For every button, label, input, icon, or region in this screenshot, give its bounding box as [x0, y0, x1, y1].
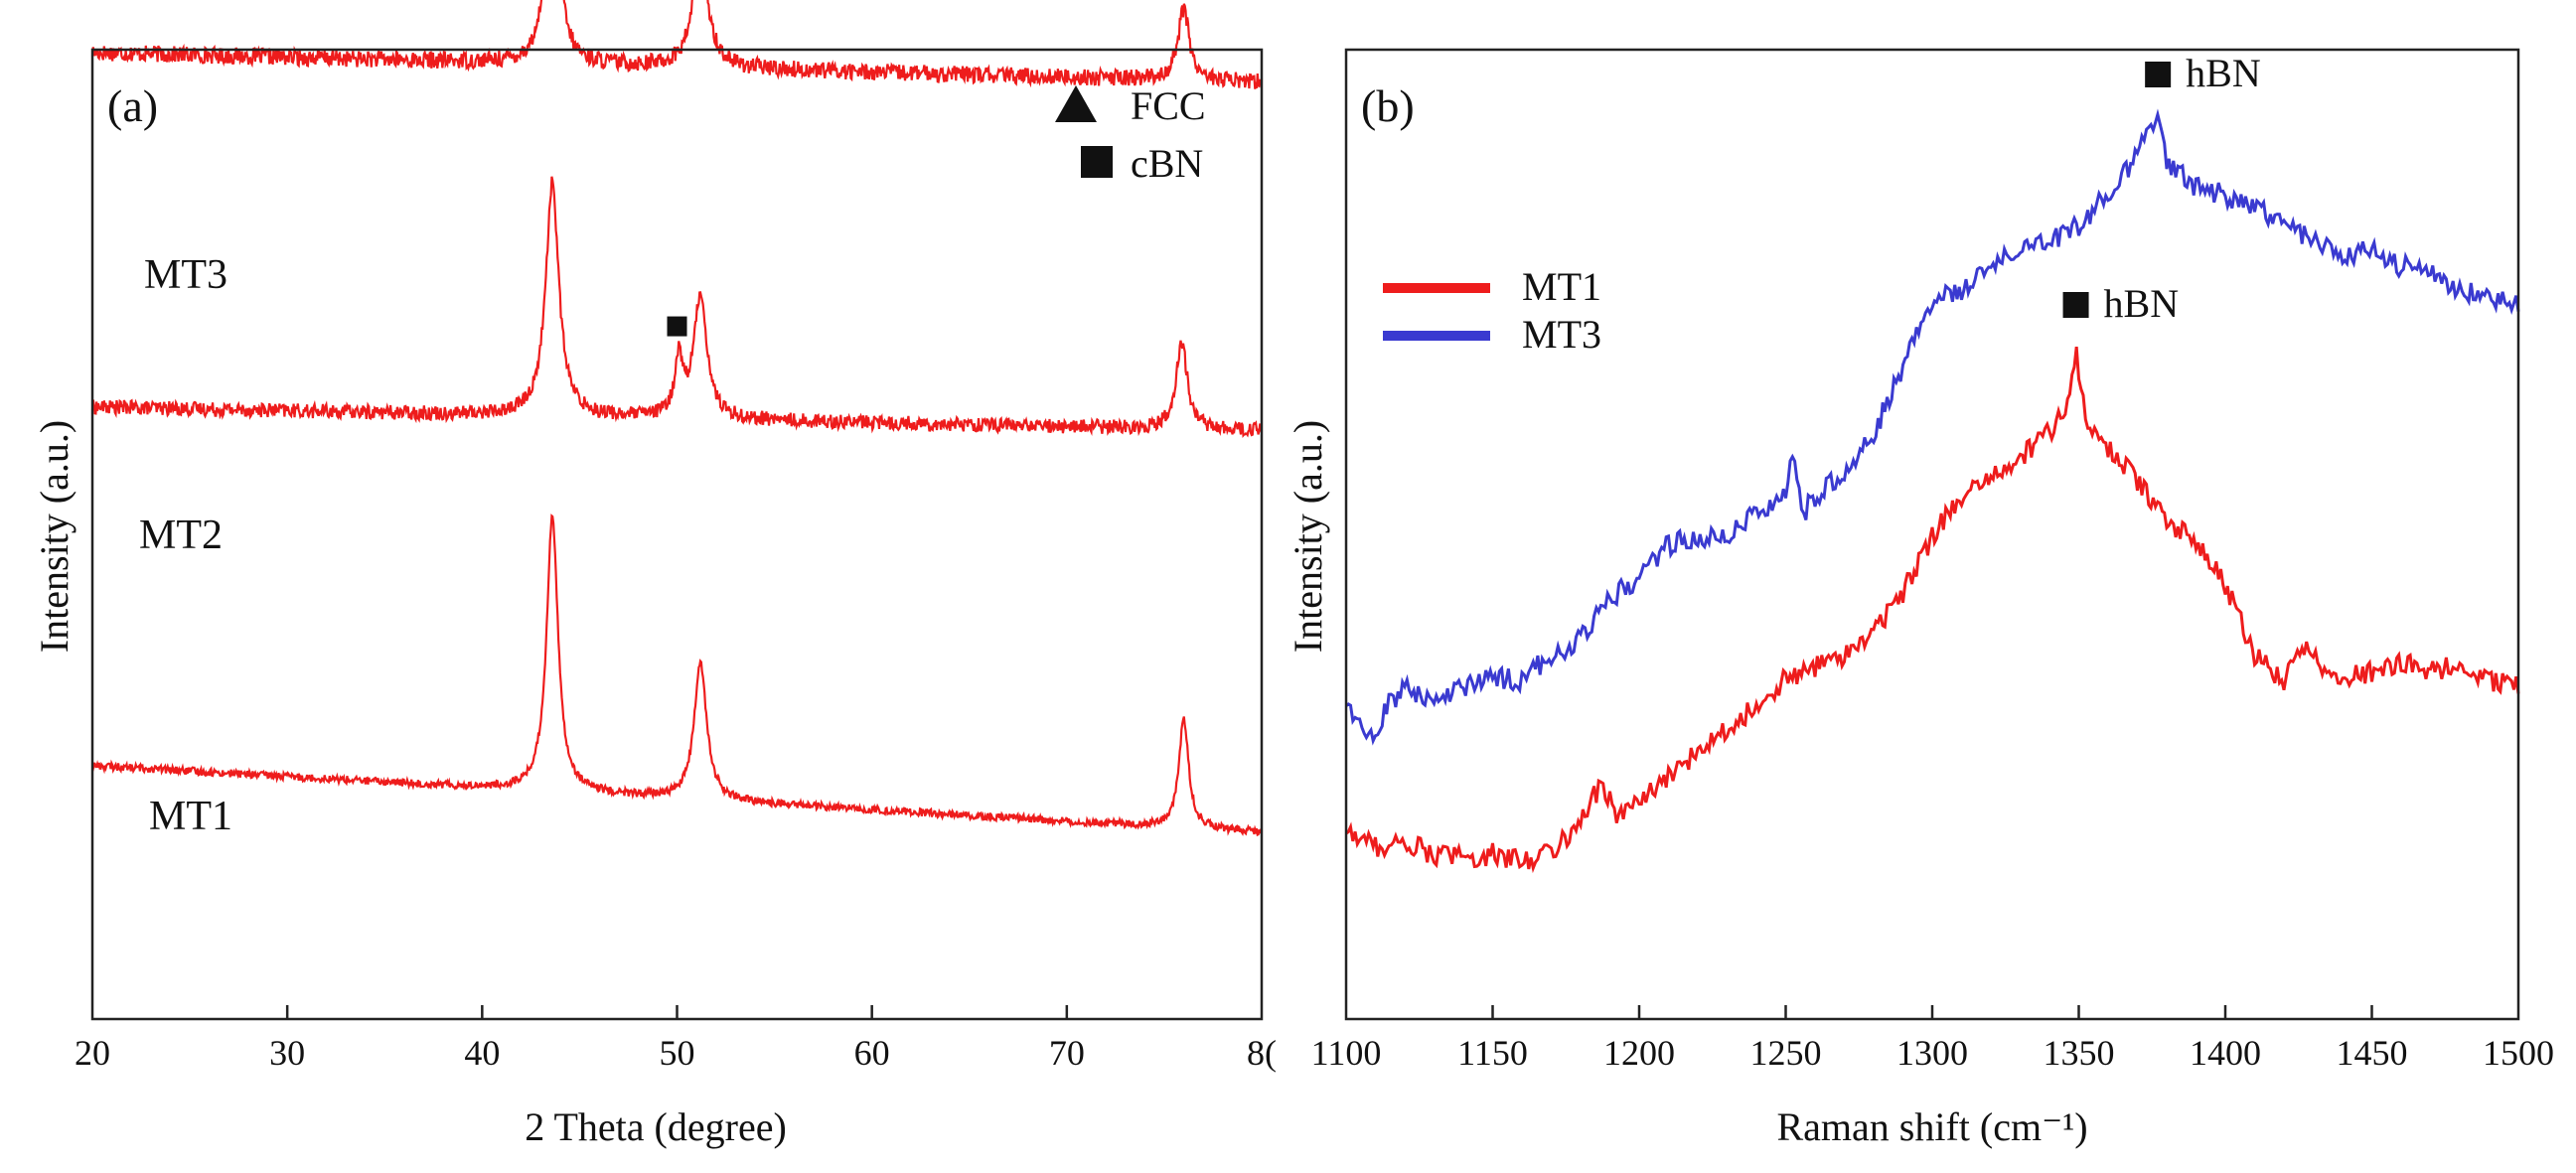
raman-peak-markers: hBN hBN: [2062, 51, 2261, 326]
xrd-legend-label-cbn: cBN: [1131, 141, 1203, 186]
raman-x-tick-label: 1150: [1457, 1033, 1528, 1073]
xrd-series-label-mt1: MT1: [149, 794, 232, 839]
raman-x-tick-label: 1450: [2337, 1033, 2408, 1073]
xrd-legend-label-fcc: FCC: [1131, 83, 1206, 128]
xrd-series-label-mt3: MT3: [144, 252, 227, 298]
xrd-panel: 20 30 40 50 60 70 8( (a) MT3 MT2 MT1 FCC cBN 2…: [32, 0, 1277, 1149]
xrd-x-tick-label: 20: [75, 1033, 110, 1073]
raman-x-tick-label: 1500: [2483, 1033, 2554, 1073]
hbn-annotation-label: hBN: [2186, 51, 2261, 95]
raman-x-axis-label: Raman shift (cm⁻¹): [1776, 1104, 2087, 1149]
xrd-x-tick-label: 70: [1049, 1033, 1085, 1073]
raman-x-tick-label: 1100: [1311, 1033, 1382, 1073]
fcc-legend-triangle-icon: [1055, 85, 1097, 122]
xrd-x-tick-label: 60: [854, 1033, 890, 1073]
raman-line-mt1: [1345, 346, 2520, 874]
raman-panel-label: (b): [1361, 80, 1415, 131]
cbn-peak-square-icon: [667, 316, 687, 337]
raman-x-axis-ticks: 1100 1150 1200 1250 1300 1350 1400 1450 1500: [1311, 1005, 2554, 1073]
raman-x-tick-label: 1250: [1750, 1033, 1822, 1073]
xrd-peak-markers: [667, 316, 687, 337]
hbn-marker-square-icon: [2145, 62, 2172, 87]
raman-line-mt3: [1345, 108, 2520, 746]
xrd-y-axis-label: Intensity (a.u.): [32, 420, 76, 653]
raman-x-tick-label: 1300: [1896, 1033, 1968, 1073]
raman-legend: MT1 MT3: [1383, 264, 1601, 357]
xrd-line-mt1: [91, 513, 1263, 837]
xrd-x-tick-label: 50: [660, 1033, 695, 1073]
hbn-marker-square-icon: [2062, 292, 2089, 318]
cbn-legend-square-icon: [1081, 146, 1113, 178]
xrd-line-mt2: [90, 176, 1264, 438]
xrd-panel-label: (a): [107, 80, 158, 131]
raman-legend-label-mt1: MT1: [1522, 264, 1601, 309]
raman-x-tick-label: 1200: [1603, 1033, 1675, 1073]
xrd-x-axis-label: 2 Theta (degree): [525, 1104, 787, 1149]
hbn-annotation-label: hBN: [2104, 281, 2180, 326]
xrd-x-axis-ticks: 20 30 40 50 60 70 8(: [75, 1005, 1277, 1073]
raman-x-tick-label: 1350: [2044, 1033, 2115, 1073]
xrd-series-group: [90, 0, 1264, 837]
raman-legend-label-mt3: MT3: [1522, 312, 1601, 357]
raman-y-axis-label: Intensity (a.u.): [1286, 420, 1330, 653]
xrd-legend: FCC cBN: [1055, 83, 1206, 186]
xrd-x-tick-label: 30: [269, 1033, 305, 1073]
xrd-series-label-mt2: MT2: [139, 513, 223, 558]
xrd-x-tick-label: 8(: [1247, 1033, 1277, 1073]
xrd-x-tick-label: 40: [464, 1033, 500, 1073]
xrd-line-mt3: [90, 0, 1264, 89]
raman-series-group: [1345, 108, 2520, 874]
xrd-plot-frame: [90, 48, 1264, 1021]
raman-x-tick-label: 1400: [2190, 1033, 2261, 1073]
